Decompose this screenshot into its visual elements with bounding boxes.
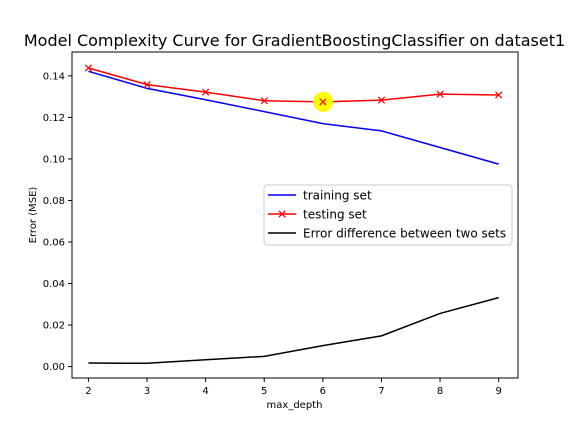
series-line-3 — [88, 296, 499, 365]
series-2-marker — [143, 80, 151, 89]
series-2-marker — [436, 90, 444, 98]
y-tick-label: 0.08 — [43, 196, 65, 207]
legend-label-3: Error difference between two sets — [303, 227, 506, 241]
y-tick-label: 0.00 — [43, 362, 65, 373]
series-2-marker — [260, 97, 268, 105]
legend-label-1: training set — [303, 189, 372, 203]
y-tick-label: 0.10 — [43, 154, 65, 165]
chart-title: Model Complexity Curve for GradientBoost… — [24, 31, 565, 50]
highlight-marker — [319, 98, 327, 106]
y-axis-label: Error (MSE) — [28, 187, 39, 244]
plot-area — [71, 51, 519, 379]
axis-ticks: 2 3 4 5 6 7 8 9 0.00 0.02 0.04 0.06 0.08 0.10 0.12 0.14 — [43, 71, 502, 397]
x-tick-label: 5 — [261, 386, 267, 397]
legend-box — [263, 184, 513, 246]
highlight-layer — [312, 91, 333, 112]
legend: training set testing set Error difference … — [263, 184, 513, 246]
series-layer — [84, 64, 503, 365]
y-tick-label: 0.02 — [43, 321, 65, 332]
y-tick-label: 0.06 — [43, 237, 65, 248]
series-2-marker — [201, 88, 210, 96]
y-tick-label: 0.04 — [43, 279, 65, 290]
x-axis-label: max_depth — [267, 400, 323, 411]
x-tick-label: 9 — [495, 386, 501, 397]
series-line-1 — [88, 70, 499, 165]
legend-marker-2 — [278, 210, 286, 218]
series-2-marker — [495, 91, 503, 99]
series-line-2 — [88, 67, 499, 103]
x-tick-label: 7 — [378, 386, 384, 397]
series-2-marker — [84, 64, 93, 72]
x-tick-label: 4 — [202, 386, 208, 397]
series-2-marker — [377, 96, 386, 104]
x-tick-label: 2 — [85, 386, 91, 397]
y-tick-label: 0.14 — [43, 71, 65, 82]
x-tick-label: 3 — [144, 386, 150, 397]
legend-label-2: testing set — [303, 208, 367, 222]
x-tick-label: 6 — [320, 386, 326, 397]
x-tick-label: 8 — [437, 386, 443, 397]
y-tick-label: 0.12 — [43, 113, 65, 124]
